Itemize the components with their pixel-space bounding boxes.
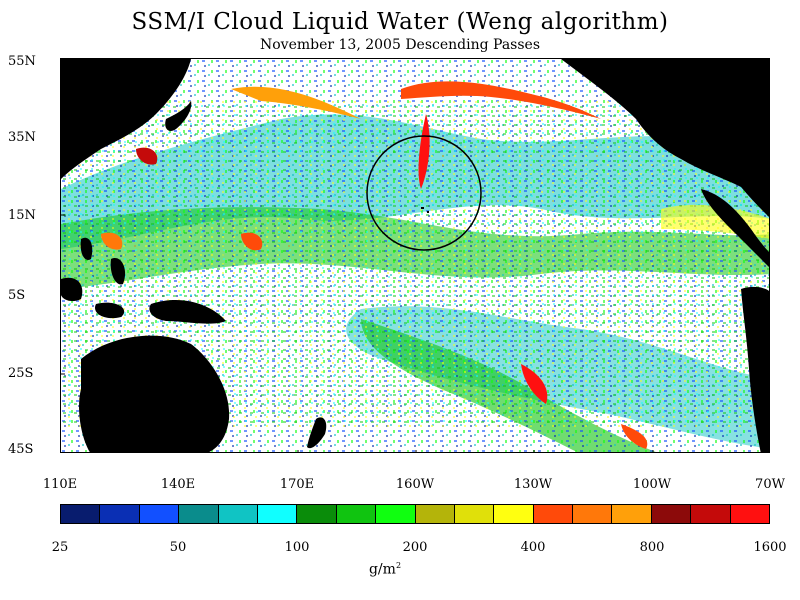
colorbar-tick-label: 50 bbox=[169, 540, 187, 555]
color-scale-bar bbox=[60, 504, 770, 524]
colorbar-swatch bbox=[533, 505, 574, 523]
colorbar-swatch bbox=[415, 505, 455, 523]
colorbar-swatch bbox=[612, 505, 652, 523]
units-text: g/m bbox=[368, 561, 396, 578]
lon-label-70w: 70W bbox=[755, 477, 785, 492]
lat-label-35n: 35N bbox=[8, 130, 36, 145]
lat-label-15n: 15N bbox=[8, 208, 36, 223]
lon-label-140e: 140E bbox=[160, 477, 196, 492]
lon-label-160w: 160W bbox=[395, 477, 435, 492]
colorbar-swatch bbox=[376, 505, 416, 523]
colorbar-swatch bbox=[691, 505, 731, 523]
colorbar-swatch bbox=[336, 505, 377, 523]
lon-label-110e: 110E bbox=[42, 477, 78, 492]
colorbar-swatch bbox=[218, 505, 258, 523]
lat-label-25s: 25S bbox=[8, 366, 34, 381]
colorbar-tick-label: 200 bbox=[402, 540, 428, 555]
lon-label-170e: 170E bbox=[279, 477, 315, 492]
colorbar-swatch bbox=[257, 505, 298, 523]
lat-label-55n: 55N bbox=[8, 54, 36, 69]
colorbar-tick-label: 25 bbox=[51, 540, 69, 555]
colorbar-swatch bbox=[730, 505, 770, 523]
colorbar-tick-label: 800 bbox=[639, 540, 665, 555]
lat-label-45s: 45S bbox=[8, 442, 34, 457]
colorbar-swatch bbox=[61, 505, 101, 523]
colorbar-swatch bbox=[139, 505, 180, 523]
map-subtitle: November 13, 2005 Descending Passes bbox=[259, 37, 540, 53]
colorbar-tick-label: 100 bbox=[284, 540, 310, 555]
map-canvas bbox=[61, 59, 769, 452]
colorbar-swatch bbox=[179, 505, 219, 523]
lat-label-5s: 5S bbox=[8, 288, 26, 303]
colorbar-swatch bbox=[454, 505, 495, 523]
colorbar-swatch bbox=[573, 505, 613, 523]
map-tick-marks bbox=[61, 136, 654, 452]
colorbar-swatch bbox=[297, 505, 337, 523]
colorbar-tick-label: 400 bbox=[520, 540, 546, 555]
cloud-water-map bbox=[60, 58, 770, 453]
colorbar-swatch bbox=[651, 505, 692, 523]
annotation-layer bbox=[366, 135, 482, 251]
colorbar-tick-label: 1600 bbox=[753, 540, 787, 555]
map-title: SSM/I Cloud Liquid Water (Weng algorithm… bbox=[131, 9, 669, 35]
units-label: g/m2 bbox=[355, 558, 415, 578]
lon-label-100w: 100W bbox=[632, 477, 672, 492]
landmass-layer bbox=[61, 59, 769, 452]
units-superscript: 2 bbox=[395, 561, 402, 570]
highlight-circle bbox=[366, 135, 482, 251]
colorbar-swatch bbox=[100, 505, 140, 523]
colorbar-swatch bbox=[494, 505, 534, 523]
lon-label-130w: 130W bbox=[513, 477, 553, 492]
